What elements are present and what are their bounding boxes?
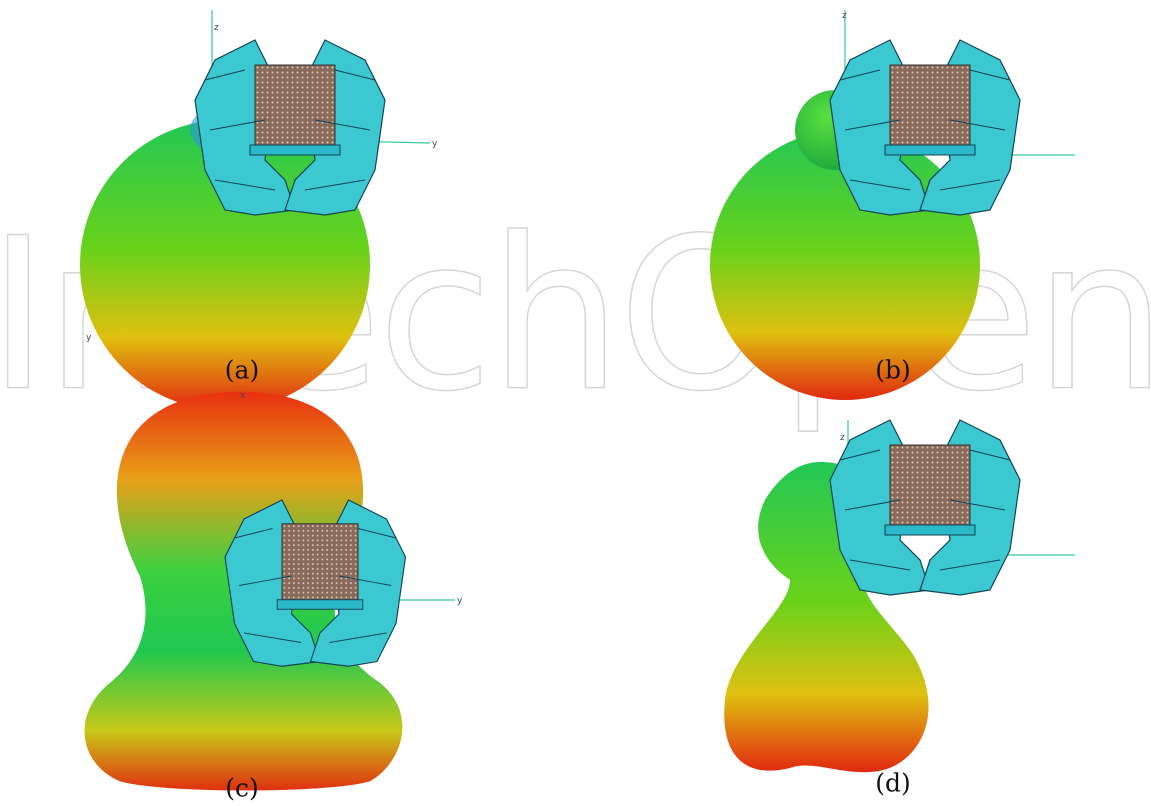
antenna <box>829 419 1021 596</box>
panel-c: x y (c) <box>84 391 463 803</box>
axis-label: z <box>214 23 219 33</box>
panel-a: z y y (a) <box>80 10 438 410</box>
panel-d: z (d) <box>724 419 1075 798</box>
axis-label: z <box>840 433 845 443</box>
axis-label: y <box>457 596 463 606</box>
axis-label: y <box>86 333 92 343</box>
panel-label: (d) <box>875 769 911 798</box>
panel-label: (c) <box>225 774 259 803</box>
axis-label: x <box>240 391 246 401</box>
panel-label: (b) <box>875 356 911 385</box>
axis-label: z <box>842 11 847 21</box>
panel-b: z (b) <box>710 10 1075 400</box>
axis-label: y <box>432 139 438 149</box>
panel-label: (a) <box>225 356 259 385</box>
